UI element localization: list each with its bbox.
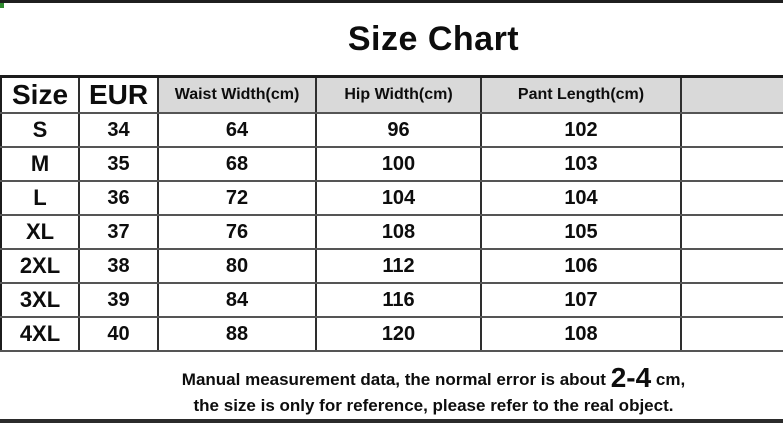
cell-eur: 38 bbox=[78, 248, 159, 284]
cell-eur: 34 bbox=[78, 112, 159, 148]
cell-waist: 76 bbox=[157, 214, 317, 250]
table-row-3xl: 3XL 39 84 116 107 bbox=[1, 282, 783, 318]
column-header-eur: EUR bbox=[78, 75, 159, 114]
cell-size: S bbox=[1, 112, 80, 148]
cell-size: L bbox=[1, 180, 80, 216]
cell-hip: 112 bbox=[315, 248, 482, 284]
cell-eur: 37 bbox=[78, 214, 159, 250]
cell-pant-length: 102 bbox=[480, 112, 682, 148]
table-row-xl: XL 37 76 108 105 bbox=[1, 214, 783, 250]
cell-waist: 64 bbox=[157, 112, 317, 148]
cell-size: 3XL bbox=[1, 282, 80, 318]
size-table-header: Size EUR Waist Width(cm) Hip Width(cm) P… bbox=[1, 75, 783, 114]
footnote-line1-prefix: Manual measurement data, the normal erro… bbox=[181, 370, 611, 389]
cell-empty bbox=[680, 282, 783, 318]
header-row: Size EUR Waist Width(cm) Hip Width(cm) P… bbox=[1, 75, 783, 114]
cell-hip: 120 bbox=[315, 316, 482, 352]
size-table-body: S 34 64 96 102 M 35 68 100 103 L 36 72 1… bbox=[1, 112, 783, 352]
cell-hip: 100 bbox=[315, 146, 482, 182]
cell-pant-length: 105 bbox=[480, 214, 682, 250]
cell-size: 4XL bbox=[1, 316, 80, 352]
footnote-line1-suffix: cm, bbox=[651, 370, 686, 389]
cell-empty bbox=[680, 146, 783, 182]
cell-waist: 84 bbox=[157, 282, 317, 318]
cell-hip: 108 bbox=[315, 214, 482, 250]
cell-size: XL bbox=[1, 214, 80, 250]
table-row-l: L 36 72 104 104 bbox=[1, 180, 783, 216]
footnote-inner: Manual measurement data, the normal erro… bbox=[42, 364, 783, 418]
page-title: Size Chart bbox=[0, 20, 783, 59]
column-header-hip-width: Hip Width(cm) bbox=[315, 75, 482, 114]
cell-hip: 116 bbox=[315, 282, 482, 318]
cell-pant-length: 108 bbox=[480, 316, 682, 352]
cell-size: M bbox=[1, 146, 80, 182]
cell-pant-length: 106 bbox=[480, 248, 682, 284]
table-row-4xl: 4XL 40 88 120 108 bbox=[1, 316, 783, 352]
corner-green-artifact bbox=[0, 3, 4, 8]
footnote: Manual measurement data, the normal erro… bbox=[0, 364, 783, 418]
cell-empty bbox=[680, 214, 783, 250]
cell-size: 2XL bbox=[1, 248, 80, 284]
column-header-pant-length: Pant Length(cm) bbox=[480, 75, 682, 114]
column-header-waist-width: Waist Width(cm) bbox=[157, 75, 317, 114]
cell-eur: 40 bbox=[78, 316, 159, 352]
cell-waist: 72 bbox=[157, 180, 317, 216]
size-table: Size EUR Waist Width(cm) Hip Width(cm) P… bbox=[0, 75, 783, 352]
cell-waist: 88 bbox=[157, 316, 317, 352]
footnote-line-2: the size is only for reference, please r… bbox=[193, 396, 674, 415]
cell-pant-length: 107 bbox=[480, 282, 682, 318]
cell-eur: 36 bbox=[78, 180, 159, 216]
cell-pant-length: 103 bbox=[480, 146, 682, 182]
column-header-size: Size bbox=[1, 75, 80, 114]
cell-eur: 35 bbox=[78, 146, 159, 182]
cell-empty bbox=[680, 248, 783, 284]
cell-waist: 68 bbox=[157, 146, 317, 182]
column-header-empty bbox=[680, 75, 783, 114]
cell-eur: 39 bbox=[78, 282, 159, 318]
table-row-2xl: 2XL 38 80 112 106 bbox=[1, 248, 783, 284]
table-row-s: S 34 64 96 102 bbox=[1, 112, 783, 148]
cell-waist: 80 bbox=[157, 248, 317, 284]
cell-pant-length: 104 bbox=[480, 180, 682, 216]
top-border-bar bbox=[0, 0, 783, 3]
cell-empty bbox=[680, 180, 783, 216]
table-row-m: M 35 68 100 103 bbox=[1, 146, 783, 182]
cell-empty bbox=[680, 316, 783, 352]
bottom-border-bar bbox=[0, 419, 783, 423]
footnote-error-range: 2-4 bbox=[610, 362, 652, 393]
cell-hip: 96 bbox=[315, 112, 482, 148]
page-title-text: Size Chart bbox=[347, 20, 520, 58]
cell-empty bbox=[680, 112, 783, 148]
footnote-line-1: Manual measurement data, the normal erro… bbox=[42, 364, 783, 394]
cell-hip: 104 bbox=[315, 180, 482, 216]
